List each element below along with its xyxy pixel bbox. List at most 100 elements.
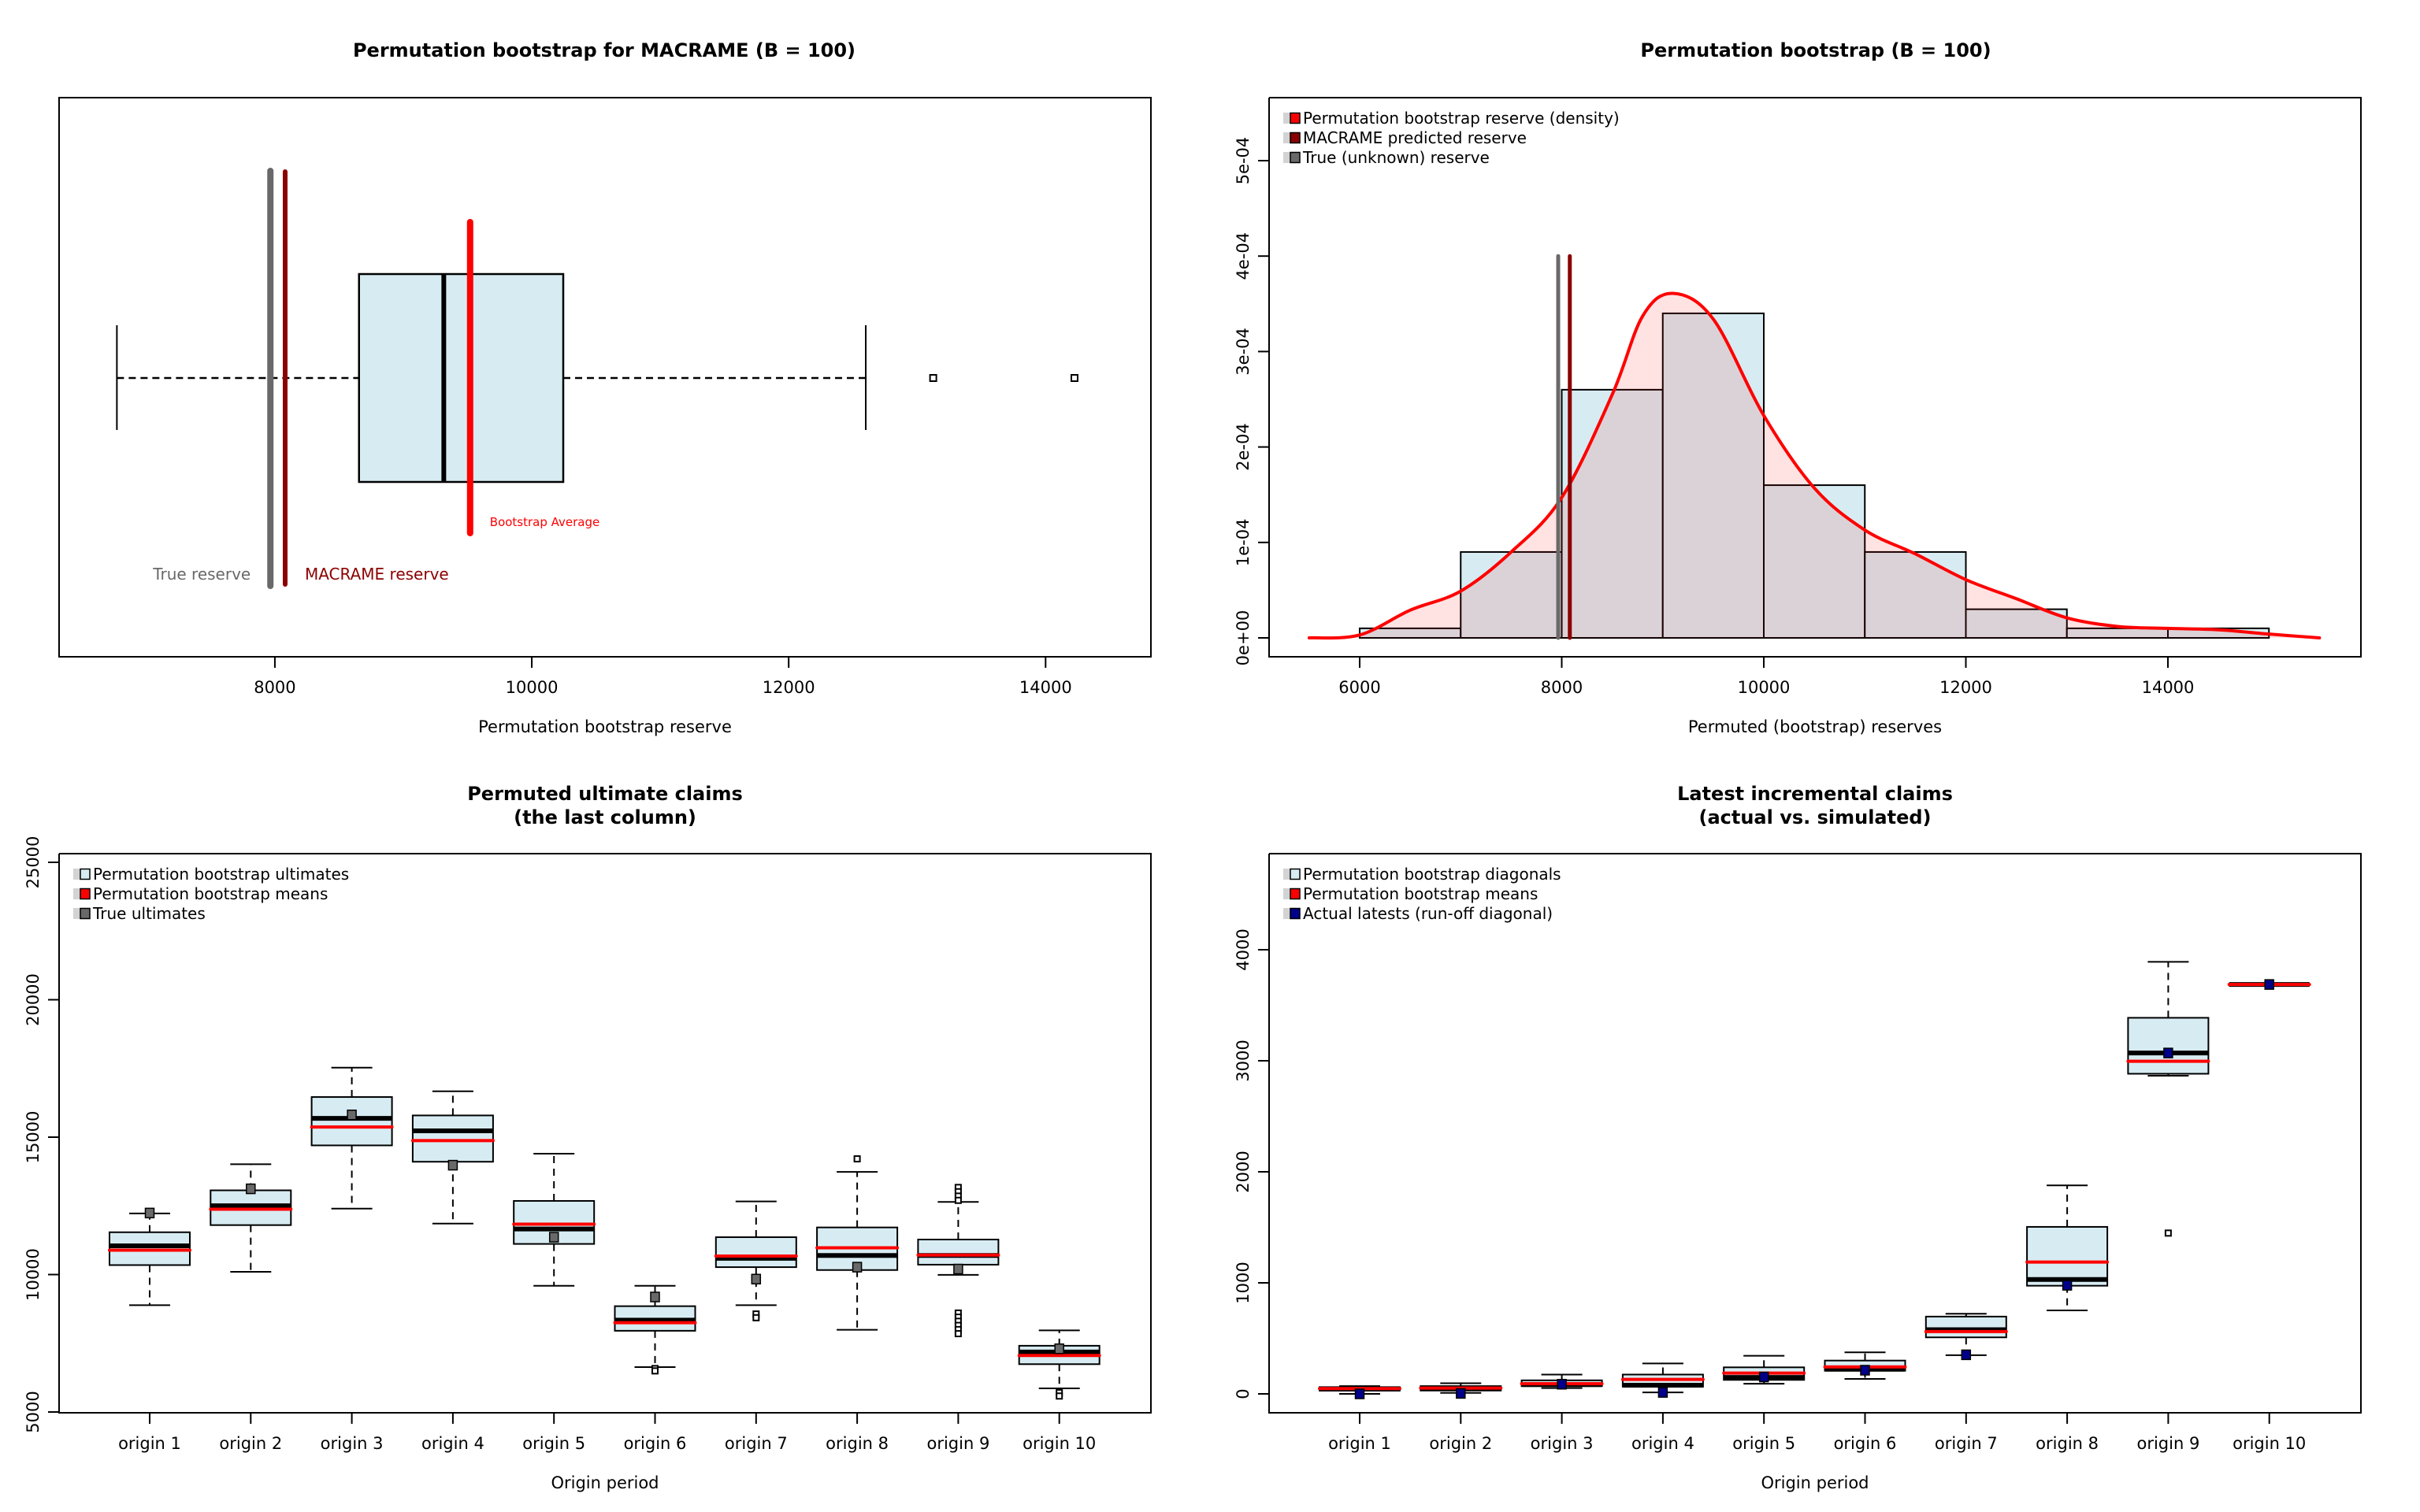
x-tick-label: 10000 [506, 678, 559, 697]
legend-swatch [1290, 907, 1301, 920]
x-tick-label: 8000 [1541, 678, 1583, 697]
legend-label: True (unknown) reserve [1302, 148, 1490, 167]
y-tick-label: 2e-04 [1234, 423, 1253, 471]
panel-ultimates-boxplot: Permuted ultimate claims (the last colum… [24, 783, 1152, 1492]
legend: Permutation bootstrap ultimatesPermutati… [58, 853, 366, 932]
x-tick-label: origin 1 [118, 1434, 181, 1453]
legend-swatch [1290, 132, 1301, 144]
x-tick-label: origin 10 [2233, 1434, 2306, 1453]
plot-frame [1268, 97, 2362, 658]
x-axis: 6000 8000 10000 12000 14000 [1338, 657, 2194, 697]
legend-label: Actual latests (run-off diagonal) [1303, 904, 1553, 923]
y-tick-label: 4e-04 [1234, 232, 1253, 280]
legend-label: MACRAME predicted reserve [1303, 128, 1527, 147]
actual-marker [347, 1109, 357, 1121]
y-tick-label: 3e-04 [1234, 328, 1253, 376]
x-tick-label: origin 4 [421, 1434, 484, 1453]
box-origin-1 [1318, 1385, 1401, 1399]
x-tick-label: origin 9 [926, 1434, 989, 1453]
y-tick-label: 0e+00 [1234, 610, 1253, 666]
x-tick-label: origin 6 [1834, 1434, 1897, 1453]
plot-frame [58, 853, 1152, 1414]
histogram-bar [1460, 550, 1563, 639]
legend-background [1268, 853, 1577, 932]
y-axis: 0 1000 2000 3000 4000 [1234, 928, 1269, 1399]
y-axis: 0e+00 1e-04 2e-04 3e-04 4e-04 5e-04 [1234, 137, 1269, 666]
y-tick-label: 5000 [24, 1391, 43, 1432]
plot-frame [1268, 853, 2362, 1414]
y-tick-label: 10000 [24, 1248, 43, 1301]
actual-marker [1354, 1388, 1365, 1399]
y-tick-label: 1000 [1234, 1262, 1253, 1303]
legend-swatch [1290, 151, 1301, 164]
actual-marker [650, 1292, 660, 1303]
x-tick-label: origin 10 [1023, 1434, 1096, 1453]
box-origin-2 [209, 1163, 293, 1273]
actual-marker [246, 1183, 256, 1195]
actual-marker [751, 1273, 762, 1285]
box-origin-4 [410, 1090, 495, 1225]
x-tick-label: origin 3 [1531, 1434, 1594, 1453]
x-tick-label: origin 7 [725, 1434, 788, 1453]
actual-marker [1657, 1387, 1668, 1398]
box-origin-9 [2126, 961, 2210, 1237]
legend-swatch-shadow [73, 908, 80, 919]
x-tick-label: origin 8 [2036, 1434, 2099, 1453]
y-tick-label: 2000 [1234, 1151, 1253, 1192]
actual-marker [447, 1159, 458, 1171]
x-tick-label: 6000 [1338, 678, 1380, 697]
legend: Permutation bootstrap diagonalsPermutati… [1268, 853, 1578, 932]
legend-swatch [80, 888, 91, 900]
y-tick-label: 4000 [1234, 928, 1253, 970]
legend-swatch [80, 868, 91, 880]
x-tick-label: origin 5 [1732, 1434, 1795, 1453]
box-origin-7 [714, 1200, 798, 1321]
x-tick-label: 12000 [763, 678, 815, 697]
x-tick-label: 8000 [254, 678, 295, 697]
box-iqr [2026, 1225, 2109, 1287]
legend-label: Permutation bootstrap diagonals [1303, 865, 1561, 884]
x-axis: origin 1 origin 2 origin 3 origin 4 origin 5… [1328, 1413, 2306, 1453]
x-tick-label: 14000 [2142, 678, 2195, 697]
actual-marker [2163, 1047, 2173, 1058]
x-tick-label: origin 1 [1328, 1434, 1391, 1453]
box-origin-2 [1419, 1382, 1503, 1399]
outlier-point [954, 1196, 962, 1204]
x-axis-label: Permuted (bootstrap) reserves [1688, 717, 1942, 736]
legend-swatch [80, 907, 91, 920]
bootstrap-average-label: Bootstrap Average [490, 515, 599, 529]
y-tick-label: 15000 [24, 1111, 43, 1164]
box-origin-1 [108, 1207, 191, 1306]
panel-latest-incremental-boxplot: Latest incremental claims (actual vs. si… [1234, 783, 2362, 1492]
x-tick-label: 12000 [1939, 678, 1992, 697]
y-tick-label: 3000 [1234, 1040, 1253, 1081]
outlier-point [929, 374, 937, 382]
legend-swatch-shadow [1283, 888, 1290, 899]
legend-label: Permutation bootstrap ultimates [93, 865, 349, 884]
outlier-point [752, 1314, 760, 1321]
panel-reserve-histogram: Permutation bootstrap (B = 100) Permutat… [1234, 39, 2362, 736]
y-tick-label: 0 [1234, 1388, 1253, 1399]
legend-swatch-shadow [1283, 152, 1290, 163]
plot-area [1318, 961, 2311, 1399]
box-origin-3 [1520, 1373, 1604, 1390]
x-axis: origin 1 origin 2 origin 3 origin 4 origin 5… [118, 1413, 1096, 1453]
plot-area [108, 1066, 1101, 1400]
box-origin-4 [1620, 1362, 1705, 1398]
legend-swatch-shadow [1283, 132, 1290, 143]
box-origin-8 [815, 1155, 900, 1331]
x-tick-label: origin 3 [321, 1434, 384, 1453]
legend-swatch-shadow [1283, 908, 1290, 919]
chart-title-line-1: Permuted ultimate claims [467, 783, 743, 805]
y-axis: 5000 10000 15000 20000 25000 [24, 836, 59, 1433]
chart-title: Permutation bootstrap (B = 100) [1640, 39, 1991, 61]
legend-label: Permutation bootstrap means [93, 884, 328, 903]
box-origin-10 [2227, 979, 2311, 990]
y-tick-label: 5e-04 [1234, 137, 1253, 185]
x-tick-label: origin 6 [624, 1434, 687, 1453]
histogram-bar [1864, 550, 1967, 639]
outlier-point [1070, 374, 1078, 382]
box-iqr [411, 1114, 494, 1163]
x-tick-label: 10000 [1738, 678, 1791, 697]
legend-swatch [1290, 868, 1301, 880]
